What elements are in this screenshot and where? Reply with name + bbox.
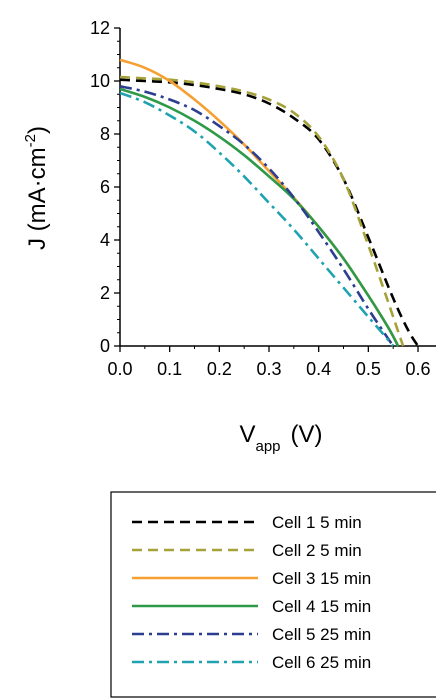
x-tick-label: 0.3 — [256, 359, 281, 379]
x-tick-label: 0.0 — [107, 359, 132, 379]
y-tick-label: 12 — [90, 18, 110, 38]
y-tick-label: 0 — [100, 336, 110, 356]
y-axis-title: J (mA·cm-2) — [22, 126, 51, 250]
y-tick-label: 2 — [100, 283, 110, 303]
series-line-cell-1 — [119, 78, 420, 347]
legend-label-cell-3: Cell 3 15 min — [272, 569, 371, 588]
x-tick-label: 0.5 — [356, 359, 381, 379]
x-tick-label: 0.6 — [405, 359, 430, 379]
y-tick-label: 6 — [100, 177, 110, 197]
series-line-cell-2 — [119, 75, 405, 347]
chart-axes: 0 2 4 6 8 10 12 0.0 0.1 0.2 0.3 0.4 0.5 0.6 — [90, 18, 436, 379]
legend-label-cell-6: Cell 6 25 min — [272, 653, 371, 672]
y-axis-title-superscript: -2 — [22, 134, 39, 147]
x-axis-title-subscript: app — [255, 438, 280, 455]
y-tick-label: 4 — [100, 230, 110, 250]
x-axis-title-main: V — [239, 421, 255, 448]
x-tick-label: 0.2 — [207, 359, 232, 379]
x-axis-title: Vapp (V) — [239, 421, 322, 455]
legend-label-cell-1: Cell 1 5 min — [272, 513, 362, 532]
y-axis-title-main: J (mA·cm — [24, 147, 51, 250]
series-line-cell-6 — [119, 91, 395, 347]
legend-label-cell-4: Cell 4 15 min — [272, 597, 371, 616]
series-line-cell-4 — [119, 87, 400, 347]
legend: Cell 1 5 min Cell 2 5 min Cell 3 15 min Cel… — [110, 491, 436, 698]
legend-label-cell-5: Cell 5 25 min — [272, 625, 371, 644]
y-tick-label: 10 — [90, 71, 110, 91]
axis-labels: Vapp (V) J (mA·cm-2) — [22, 126, 323, 455]
y-tick-label: 8 — [100, 124, 110, 144]
x-tick-label: 0.4 — [306, 359, 331, 379]
y-axis-title-end: ) — [24, 126, 51, 134]
series-line-cell-5 — [119, 85, 395, 347]
x-tick-label: 0.1 — [157, 359, 182, 379]
x-axis-title-unit: (V) — [291, 421, 323, 448]
series-layer — [119, 58, 420, 347]
legend-label-cell-2: Cell 2 5 min — [272, 541, 362, 560]
